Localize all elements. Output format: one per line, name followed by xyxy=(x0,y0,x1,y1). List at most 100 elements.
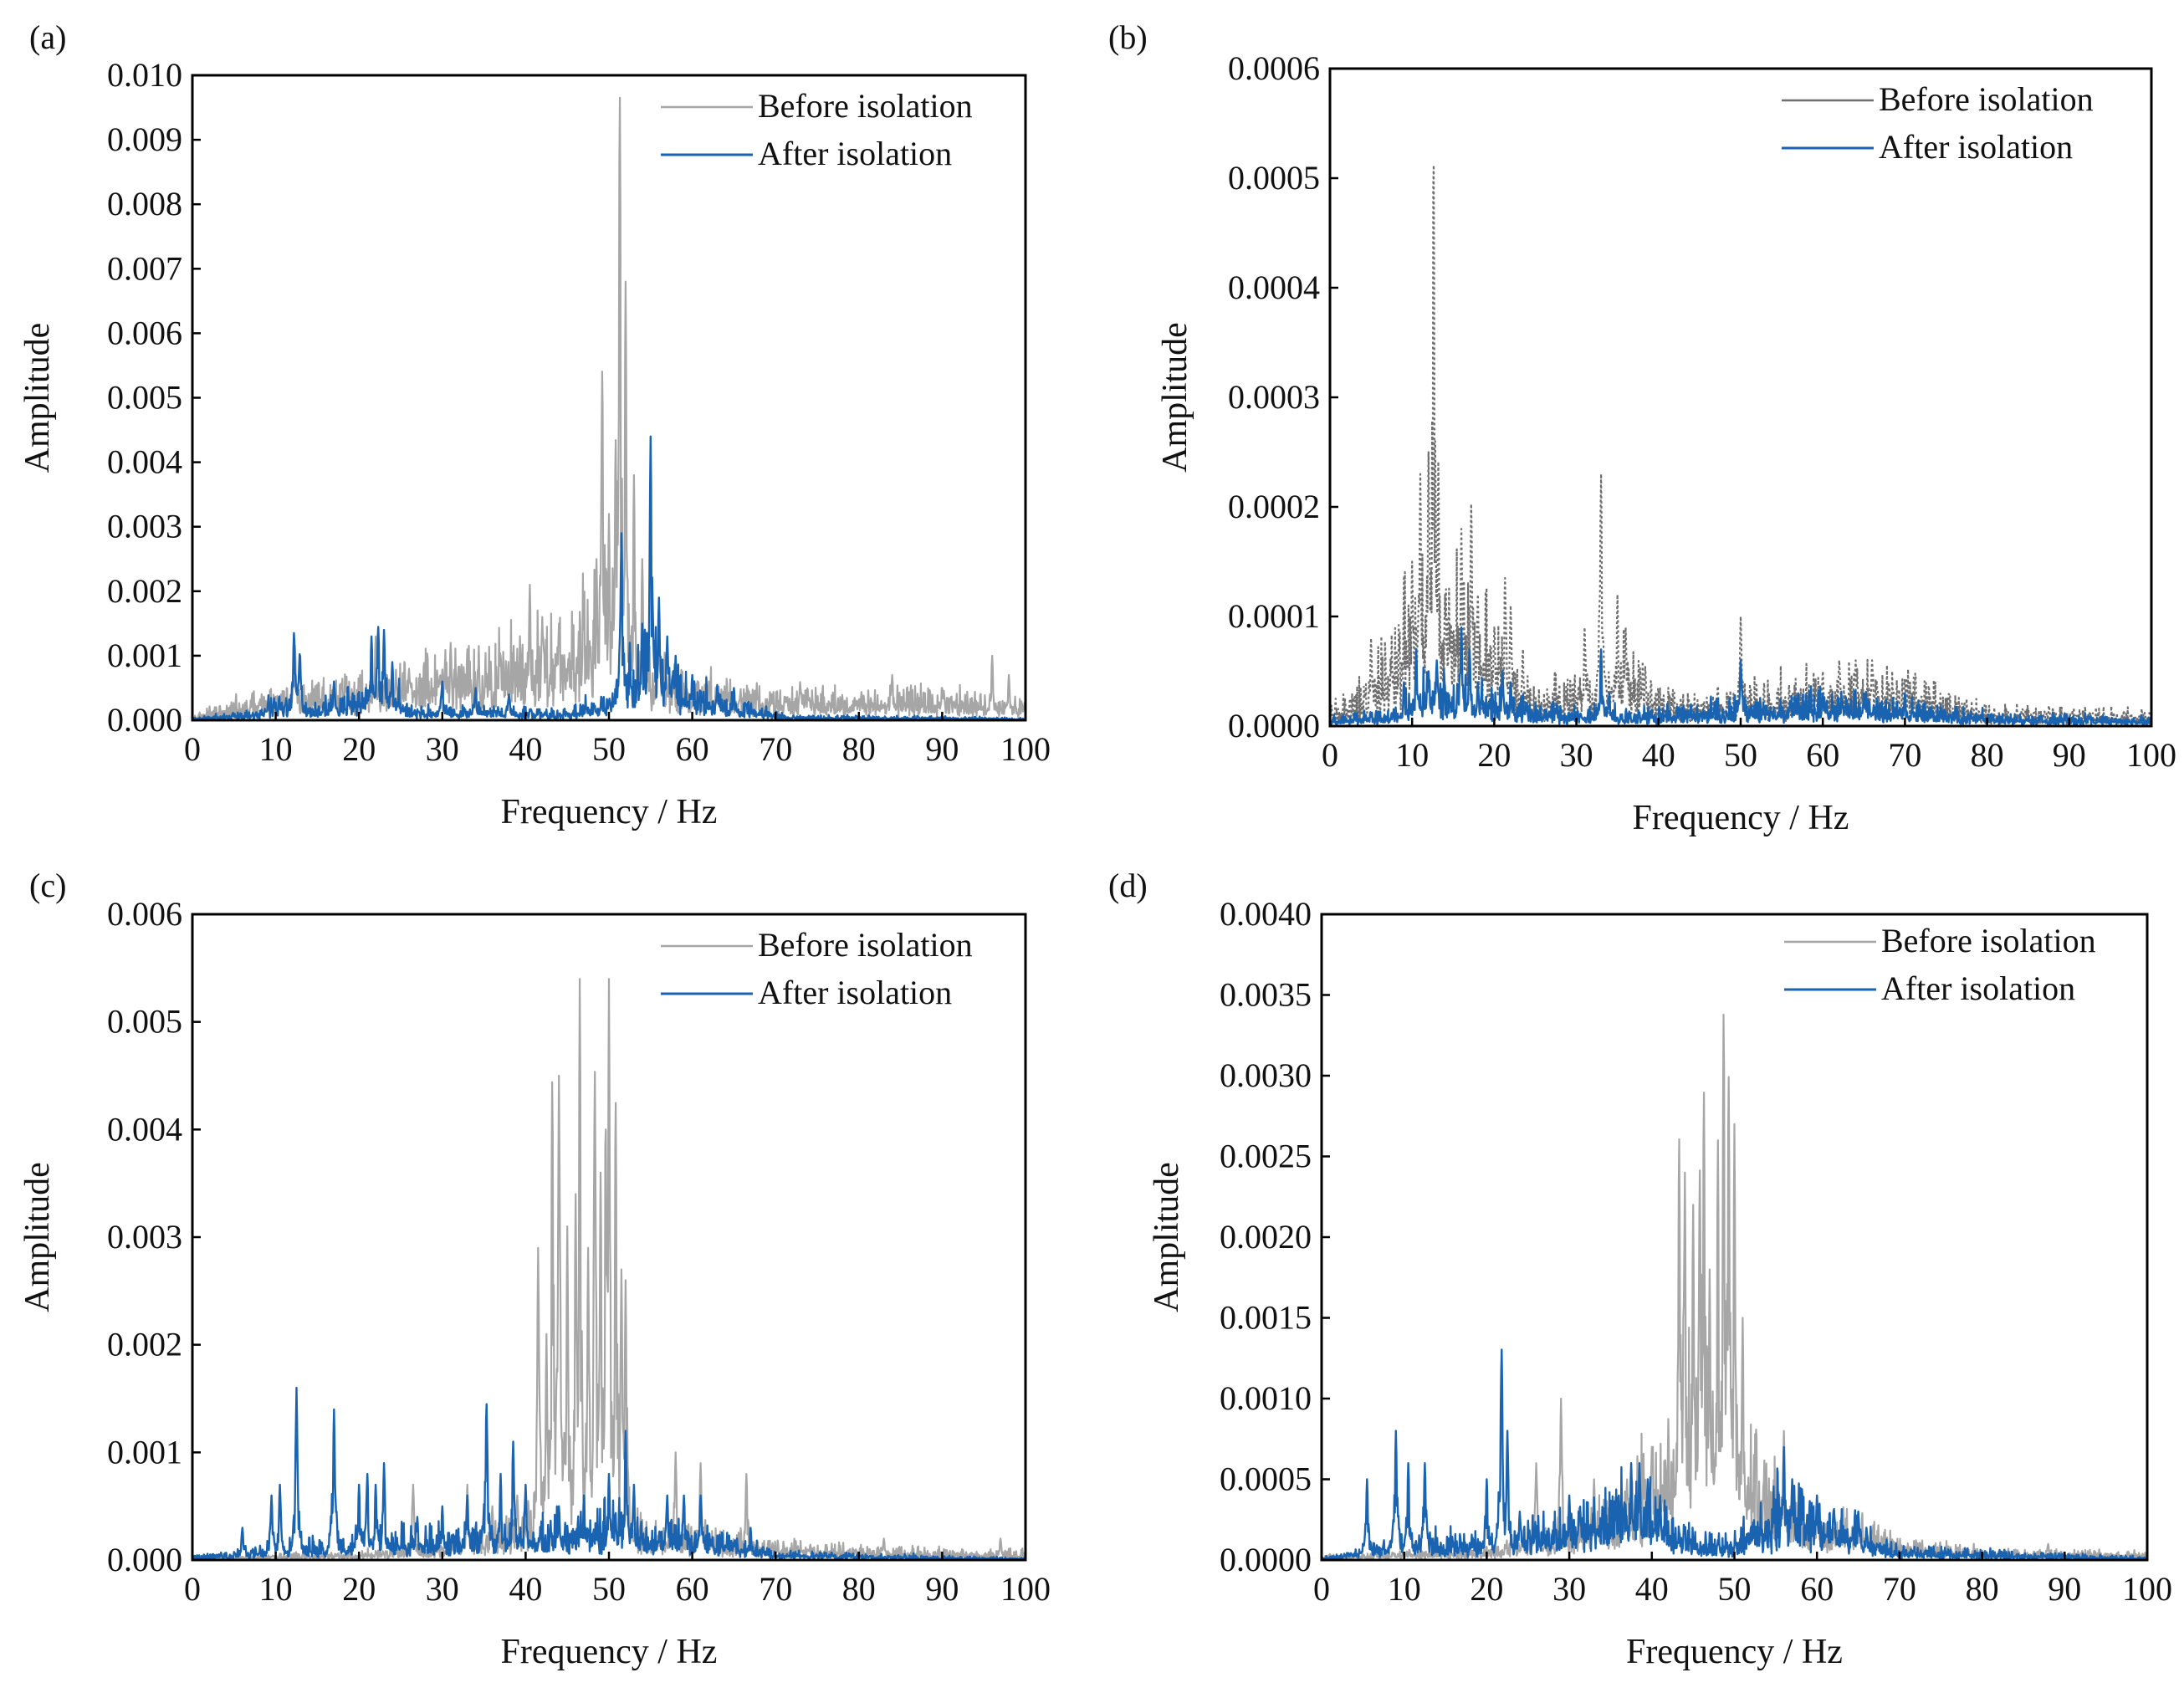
x-tick-label: 10 xyxy=(1388,1570,1421,1608)
x-tick-label: 90 xyxy=(925,1570,959,1608)
x-tick-label: 50 xyxy=(592,1570,626,1608)
y-tick-label: 0.001 xyxy=(107,637,182,674)
x-tick-label: 30 xyxy=(426,730,459,768)
plot-area xyxy=(1330,164,2151,726)
x-tick-label: 40 xyxy=(509,1570,542,1608)
x-tick-label: 90 xyxy=(2048,1570,2081,1608)
x-tick-label: 80 xyxy=(842,730,876,768)
legend-label-after: After isolation xyxy=(1879,128,2073,166)
series-before-isolation xyxy=(192,978,1026,1560)
y-tick-label: 0.0015 xyxy=(1220,1299,1312,1337)
x-tick-label: 20 xyxy=(1477,736,1511,774)
legend-label-after: After isolation xyxy=(758,974,952,1011)
series-after-isolation xyxy=(192,1386,1026,1560)
x-tick-label: 0 xyxy=(184,730,201,768)
y-tick-label: 0.009 xyxy=(107,120,182,158)
x-tick-label: 30 xyxy=(1552,1570,1586,1608)
x-tick-label: 60 xyxy=(676,730,709,768)
legend-label-before: Before isolation xyxy=(758,926,973,964)
panel-d: (d) 0 10 20 30 40 50 60 70 80 90 100 0.0000 0.0005 0.0… xyxy=(1108,867,2172,1671)
y-tick-label: 0.0030 xyxy=(1220,1056,1312,1094)
y-tick-label: 0.0005 xyxy=(1220,1460,1312,1498)
y-tick-label: 0.008 xyxy=(107,185,182,222)
x-tick-label: 50 xyxy=(1724,736,1757,774)
x-tick-label: 60 xyxy=(676,1570,709,1608)
series-after-isolation xyxy=(192,435,1026,720)
legend-label-before: Before isolation xyxy=(758,87,973,125)
x-tick-label: 40 xyxy=(1642,736,1675,774)
series-after-isolation xyxy=(1322,1348,2147,1560)
series-before-isolation xyxy=(1322,1013,2147,1560)
y-tick-label: 0.010 xyxy=(107,56,182,94)
series-before-isolation xyxy=(192,96,1026,720)
panel-a: (a) 0 10 20 30 40 50 60 70 80 90 100 0.000 0.001 0.002… xyxy=(18,18,1051,831)
x-tick-label: 70 xyxy=(759,1570,792,1608)
x-tick-label: 10 xyxy=(259,1570,293,1608)
x-tick-label: 0 xyxy=(1322,736,1338,774)
x-tick-label: 50 xyxy=(592,730,626,768)
x-tick-label: 40 xyxy=(509,730,542,768)
y-tick-label: 0.003 xyxy=(107,508,182,545)
panel-label: (a) xyxy=(29,18,66,56)
x-tick-label: 0 xyxy=(1313,1570,1330,1608)
x-tick-label: 70 xyxy=(1888,736,1921,774)
legend-label-after: After isolation xyxy=(1881,969,2075,1007)
x-tick-label: 0 xyxy=(184,1570,201,1608)
y-tick-label: 0.004 xyxy=(107,443,182,481)
y-tick-label: 0.0020 xyxy=(1220,1218,1312,1256)
x-tick-label: 70 xyxy=(759,730,792,768)
y-tick-label: 0.0000 xyxy=(1220,1541,1312,1578)
legend-label-before: Before isolation xyxy=(1879,80,2094,118)
y-tick-label: 0.001 xyxy=(107,1433,182,1471)
x-tick-label: 60 xyxy=(1800,1570,1834,1608)
x-axis-label: Frequency / Hz xyxy=(501,1633,718,1671)
x-tick-label: 10 xyxy=(1395,736,1429,774)
x-axis-label: Frequency / Hz xyxy=(1626,1633,1843,1671)
panel-c: (c) 0 10 20 30 40 50 60 70 80 90 100 0.000 0.001 0.002… xyxy=(18,867,1051,1671)
plot-area xyxy=(192,96,1026,720)
plot-area xyxy=(1322,1013,2147,1560)
y-tick-label: 0.000 xyxy=(107,1541,182,1578)
legend-label-after: After isolation xyxy=(758,135,952,172)
y-axis-label: Amplitude xyxy=(18,1162,57,1312)
x-tick-label: 90 xyxy=(2053,736,2086,774)
series-before-isolation xyxy=(1330,164,2151,725)
plot-area xyxy=(192,978,1026,1560)
x-tick-label: 70 xyxy=(1883,1570,1916,1608)
x-tick-label: 100 xyxy=(2126,736,2176,774)
x-tick-label: 30 xyxy=(426,1570,459,1608)
x-tick-label: 50 xyxy=(1718,1570,1752,1608)
y-tick-label: 0.000 xyxy=(107,701,182,739)
x-axis-label: Frequency / Hz xyxy=(501,793,718,831)
x-tick-label: 20 xyxy=(1470,1570,1503,1608)
x-tick-label: 20 xyxy=(342,1570,376,1608)
x-axis-label: Frequency / Hz xyxy=(1633,799,1849,837)
x-tick-label: 80 xyxy=(1966,1570,1999,1608)
y-tick-label: 0.007 xyxy=(107,249,182,287)
panel-label: (b) xyxy=(1108,18,1148,56)
x-tick-label: 100 xyxy=(1000,730,1051,768)
y-tick-label: 0.0006 xyxy=(1228,49,1320,87)
y-axis-label: Amplitude xyxy=(1156,322,1194,473)
panel-label: (c) xyxy=(29,867,66,904)
x-tick-label: 100 xyxy=(2122,1570,2172,1608)
y-tick-label: 0.0001 xyxy=(1228,597,1320,635)
x-tick-label: 40 xyxy=(1635,1570,1669,1608)
legend-label-before: Before isolation xyxy=(1881,922,2096,959)
x-tick-label: 10 xyxy=(259,730,293,768)
series-after-isolation xyxy=(1330,626,2151,726)
y-axis-label: Amplitude xyxy=(18,323,57,473)
x-tick-label: 100 xyxy=(1000,1570,1051,1608)
panel-b: (b) 0 10 20 30 40 50 60 70 80 90 100 0.0000 0.0001 0.0… xyxy=(1108,18,2176,837)
y-tick-label: 0.0005 xyxy=(1228,159,1320,197)
y-tick-label: 0.003 xyxy=(107,1218,182,1256)
y-tick-label: 0.0010 xyxy=(1220,1379,1312,1417)
x-tick-label: 90 xyxy=(925,730,959,768)
x-tick-label: 20 xyxy=(342,730,376,768)
y-tick-label: 0.0025 xyxy=(1220,1138,1312,1175)
y-tick-label: 0.006 xyxy=(107,895,182,933)
y-tick-label: 0.0003 xyxy=(1228,378,1320,416)
y-tick-label: 0.0000 xyxy=(1228,707,1320,744)
y-tick-label: 0.002 xyxy=(107,572,182,610)
